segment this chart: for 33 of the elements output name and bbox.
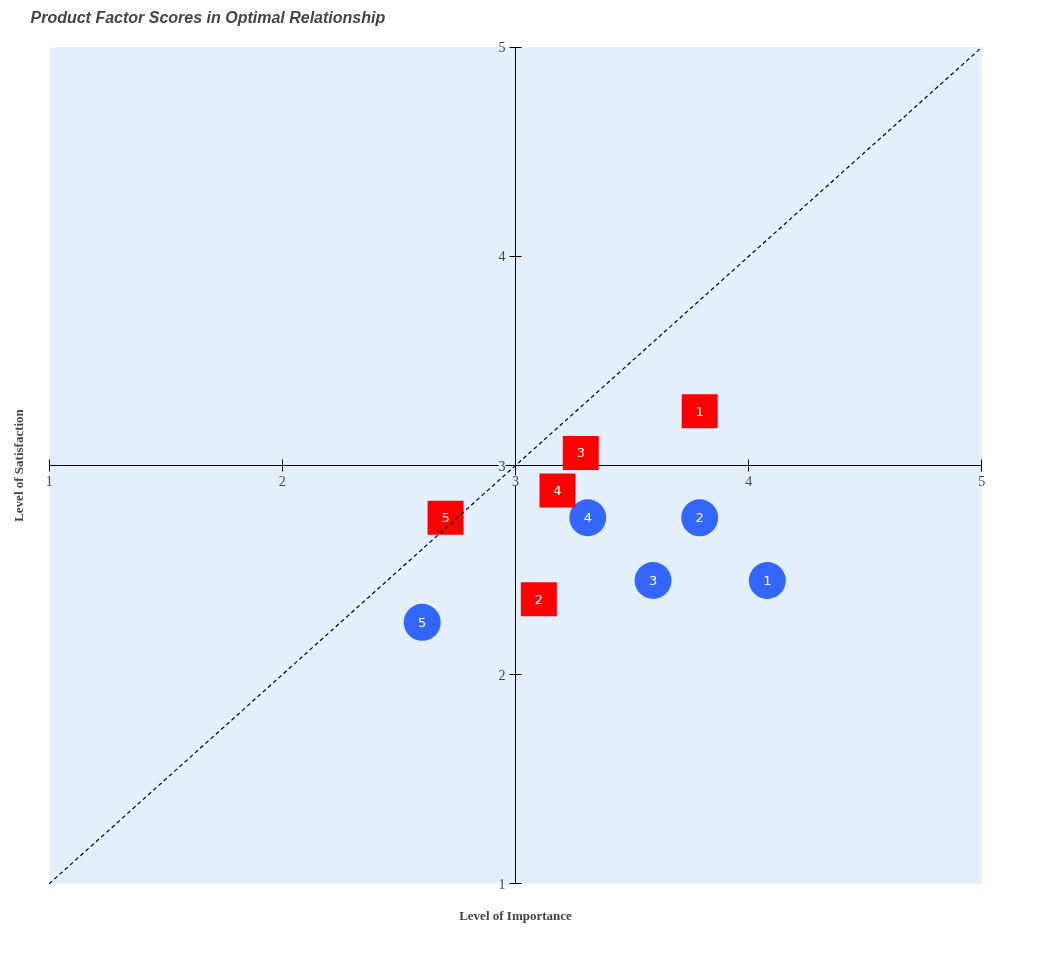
y-tick-label: 5 xyxy=(498,40,506,56)
point xyxy=(681,499,719,537)
point xyxy=(403,603,441,641)
x-tick-label: 4 xyxy=(745,473,753,489)
annotation: 1 xyxy=(695,403,704,419)
x-tick-label: 1 xyxy=(45,473,53,489)
y-tick-label: 2 xyxy=(498,667,506,683)
x-tick-label: 2 xyxy=(278,473,286,489)
annotation: 2 xyxy=(534,591,543,607)
point xyxy=(520,582,557,617)
y-tick-label: 1 xyxy=(498,876,506,892)
x-tick-label: 5 xyxy=(978,473,986,489)
y-axis-title: Level of Satisfaction xyxy=(10,408,26,522)
point xyxy=(748,562,786,599)
point xyxy=(562,435,599,470)
point xyxy=(427,500,464,535)
y-tick-label: 4 xyxy=(498,249,506,265)
annotation: 5 xyxy=(418,614,427,630)
annotation: 3 xyxy=(648,573,658,589)
point xyxy=(681,394,718,429)
annotation: 4 xyxy=(553,483,562,499)
point xyxy=(539,473,576,508)
annotation: 2 xyxy=(695,510,704,526)
x-axis-title: Level of Importance xyxy=(459,907,573,923)
annotation: 5 xyxy=(441,510,450,526)
annotation: 3 xyxy=(576,445,585,461)
y-tick-label: 3 xyxy=(498,458,506,474)
chart-title: Product Factor Scores in Optimal Relationship xyxy=(30,8,386,26)
point xyxy=(634,562,672,599)
annotation: 4 xyxy=(583,510,592,526)
point xyxy=(569,499,607,537)
annotation: 1 xyxy=(763,573,772,589)
x-tick-label: 3 xyxy=(512,473,519,489)
